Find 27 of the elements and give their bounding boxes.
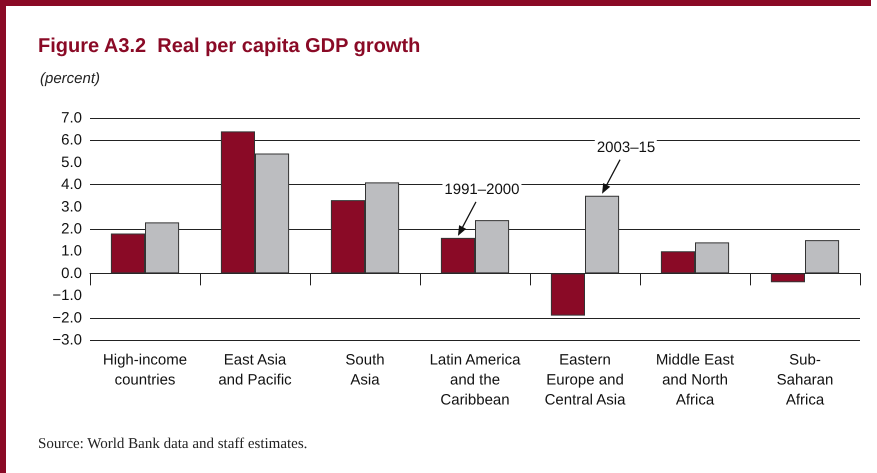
source-note: Source: World Bank data and staff estimates. xyxy=(38,436,308,453)
y-tick-label: −1.0 xyxy=(52,287,82,304)
chart-subtitle: (percent) xyxy=(40,70,100,87)
x-tick-label: Latin America and the Caribbean xyxy=(430,352,522,408)
annotation: 1991–2000 xyxy=(442,180,522,198)
x-tick-label: East Asia and Pacific xyxy=(218,352,292,388)
chart-title: Figure A3.2 Real per capita GDP growth xyxy=(38,35,420,58)
x-tick-label: Eastern Europe and Central Asia xyxy=(544,352,626,408)
annotation: 2003–15 xyxy=(594,138,658,156)
y-tick-label: −3.0 xyxy=(52,332,82,348)
y-tick-label: 6.0 xyxy=(61,132,82,149)
bar xyxy=(585,196,620,274)
y-tick-label: 3.0 xyxy=(61,198,82,216)
y-tick-label: 4.0 xyxy=(61,176,82,194)
y-tick-label: 0.0 xyxy=(61,264,82,282)
y-tick-label: 1.0 xyxy=(61,242,82,260)
x-tick-label: South Asia xyxy=(345,352,385,388)
bar xyxy=(805,240,840,274)
x-tick-label: Sub- Saharan Africa xyxy=(776,352,834,408)
x-tick-label: High-income countries xyxy=(102,352,188,388)
y-tick-label: 7.0 xyxy=(61,110,82,126)
bar xyxy=(770,273,805,282)
y-tick-label: 5.0 xyxy=(61,154,82,171)
y-tick-label: −2.0 xyxy=(52,309,82,326)
x-tick-label: Middle East and North Africa xyxy=(656,352,736,408)
y-tick-label: 2.0 xyxy=(61,220,82,238)
bar xyxy=(550,273,585,316)
